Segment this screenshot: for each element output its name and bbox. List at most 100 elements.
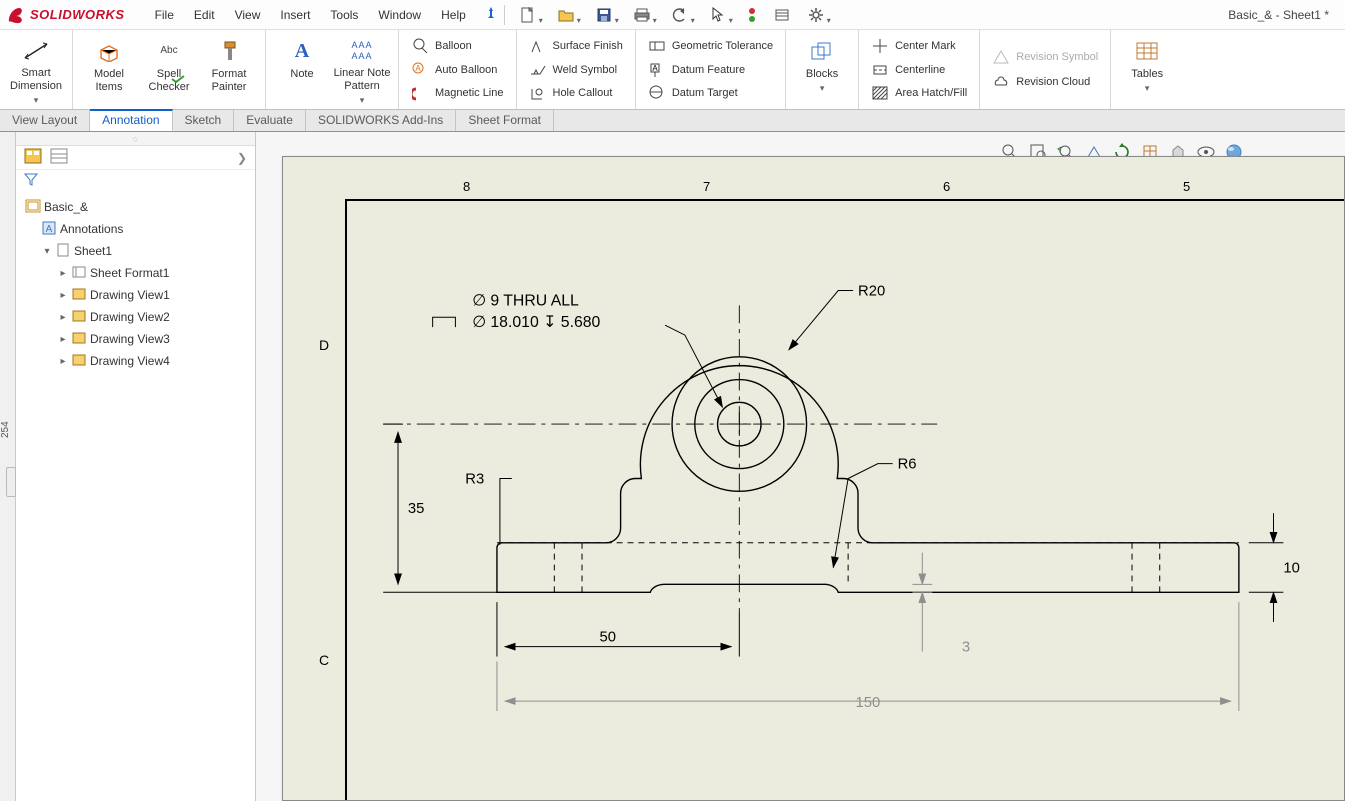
linear-note-pattern-icon: AAAAAA	[351, 38, 372, 63]
tab-view-layout[interactable]: View Layout	[0, 110, 90, 131]
blocks-icon	[810, 38, 834, 64]
tables-button[interactable]: Tables	[1117, 34, 1177, 105]
menu-file[interactable]: File	[145, 8, 184, 22]
panel-tabs: ❯	[16, 146, 255, 170]
expand-icon[interactable]: ▸	[56, 334, 70, 345]
panel-grip[interactable]: ○	[16, 132, 255, 146]
balloon-button[interactable]: Balloon	[405, 34, 510, 58]
surface-finish-button[interactable]: Surface Finish	[523, 34, 629, 58]
tree-annotations-label: Annotations	[60, 222, 123, 236]
menu-help[interactable]: Help	[431, 8, 476, 22]
revision-cloud-button[interactable]: Revision Cloud	[986, 70, 1104, 95]
graphics-area[interactable]: 8 7 6 5 D C	[256, 132, 1345, 801]
panel-expand-handle[interactable]	[6, 467, 16, 497]
qat-print[interactable]	[625, 4, 659, 26]
area-hatch-fill-button[interactable]: Area Hatch/Fill	[865, 81, 973, 105]
auto-balloon-button[interactable]: AAuto Balloon	[405, 58, 510, 82]
blocks-button[interactable]: Blocks	[792, 34, 852, 105]
model-items-button[interactable]: Model Items	[79, 34, 139, 105]
sheet-icon	[54, 243, 72, 260]
tree-view2[interactable]: ▸ Drawing View2	[24, 306, 251, 328]
spell-checker-button[interactable]: Abc Spell Checker	[139, 34, 199, 105]
panel-chevron-icon[interactable]: ❯	[237, 151, 247, 165]
menu-insert[interactable]: Insert	[270, 8, 320, 22]
tree-child-label: Sheet Format1	[90, 266, 169, 280]
svg-text:R20: R20	[858, 283, 885, 299]
format-painter-icon	[219, 38, 239, 64]
qat-rebuild[interactable]	[739, 4, 765, 26]
svg-text:3: 3	[962, 640, 970, 656]
drawing-view: R20 R6 R3 ∅ 9 THRU ALL ∅ 18.010 ↧ 5.680	[283, 157, 1344, 800]
qat-undo[interactable]	[663, 4, 697, 26]
datum-target-label: Datum Target	[672, 87, 738, 99]
expand-icon[interactable]: ▸	[56, 312, 70, 323]
weld-symbol-button[interactable]: Weld Symbol	[523, 58, 629, 82]
auto-balloon-icon: A	[411, 62, 429, 78]
format-painter-button[interactable]: Format Painter	[199, 34, 259, 105]
center-mark-button[interactable]: Center Mark	[865, 34, 973, 58]
qat-options[interactable]	[769, 4, 795, 26]
tab-sketch[interactable]: Sketch	[173, 110, 235, 131]
datum-feature-button[interactable]: ADatum Feature	[642, 58, 779, 82]
menu-tools[interactable]: Tools	[320, 8, 368, 22]
menu-edit[interactable]: Edit	[184, 8, 225, 22]
centerline-button[interactable]: Centerline	[865, 58, 973, 82]
drawing-view-icon	[70, 310, 88, 325]
tree-view3[interactable]: ▸Drawing View3	[24, 328, 251, 350]
brand-logo: SOLIDWORKS	[6, 6, 125, 24]
brand-text: SOLIDWORKS	[30, 7, 125, 22]
tree-child-label: Drawing View1	[90, 288, 170, 302]
tree-sheet-format[interactable]: ▸ Sheet Format1	[24, 262, 251, 284]
balloon-label: Balloon	[435, 40, 472, 52]
brand-icon	[6, 6, 26, 24]
model-items-label: Model Items	[94, 68, 124, 93]
property-tab-icon[interactable]	[50, 148, 68, 167]
tree-child-label: Drawing View2	[90, 310, 170, 324]
smart-dimension-button[interactable]: Smart Dimension	[6, 34, 66, 105]
menu-window[interactable]: Window	[368, 8, 431, 22]
note-icon: A	[295, 38, 309, 64]
format-painter-label: Format Painter	[212, 68, 247, 93]
svg-text:10: 10	[1283, 560, 1300, 576]
qat-select[interactable]	[701, 4, 735, 26]
revision-symbol-icon	[992, 50, 1010, 64]
tree-annotations[interactable]: A Annotations	[24, 218, 251, 240]
svg-text:50: 50	[599, 630, 616, 646]
magnetic-line-label: Magnetic Line	[435, 87, 504, 99]
surface-finish-icon	[529, 38, 547, 54]
document-title: Basic_& - Sheet1 *	[1228, 8, 1329, 22]
linear-note-pattern-button[interactable]: AAAAAA Linear Note Pattern	[332, 34, 392, 105]
expand-icon[interactable]: ▸	[56, 290, 70, 301]
qat-open[interactable]	[549, 4, 583, 26]
magnetic-line-button[interactable]: Magnetic Line	[405, 81, 510, 105]
expand-icon[interactable]: ▸	[56, 356, 70, 367]
quick-access-toolbar	[511, 4, 833, 26]
drawing-sheet[interactable]: 8 7 6 5 D C	[282, 156, 1345, 801]
datum-target-button[interactable]: Datum Target	[642, 81, 779, 105]
weld-symbol-icon	[529, 62, 547, 78]
area-hatch-fill-icon	[871, 86, 889, 100]
filter-icon[interactable]	[24, 175, 38, 189]
tree-view1[interactable]: ▸ Drawing View1	[24, 284, 251, 306]
qat-settings[interactable]	[799, 4, 833, 26]
tab-addins[interactable]: SOLIDWORKS Add-Ins	[306, 110, 456, 131]
tree-view4[interactable]: ▸Drawing View4	[24, 350, 251, 372]
tree-root[interactable]: Basic_&	[24, 196, 251, 218]
collapse-icon[interactable]: ▾	[40, 246, 54, 257]
tab-annotation[interactable]: Annotation	[90, 109, 172, 131]
feature-tree-tab-icon[interactable]	[24, 148, 42, 167]
menu-view[interactable]: View	[225, 8, 271, 22]
geometric-tolerance-button[interactable]: Geometric Tolerance	[642, 34, 779, 58]
tab-evaluate[interactable]: Evaluate	[234, 110, 306, 131]
hole-callout-button[interactable]: Hole Callout	[523, 81, 629, 105]
tables-icon	[1136, 38, 1158, 64]
expand-icon[interactable]: ▸	[56, 268, 70, 279]
qat-new[interactable]	[511, 4, 545, 26]
revision-symbol-label: Revision Symbol	[1016, 51, 1098, 63]
drawing-view-icon	[70, 288, 88, 303]
tab-sheet-format[interactable]: Sheet Format	[456, 110, 554, 131]
qat-save[interactable]	[587, 4, 621, 26]
pin-icon[interactable]	[484, 6, 498, 23]
tree-sheet[interactable]: ▾ Sheet1	[24, 240, 251, 262]
note-button[interactable]: A Note	[272, 34, 332, 105]
